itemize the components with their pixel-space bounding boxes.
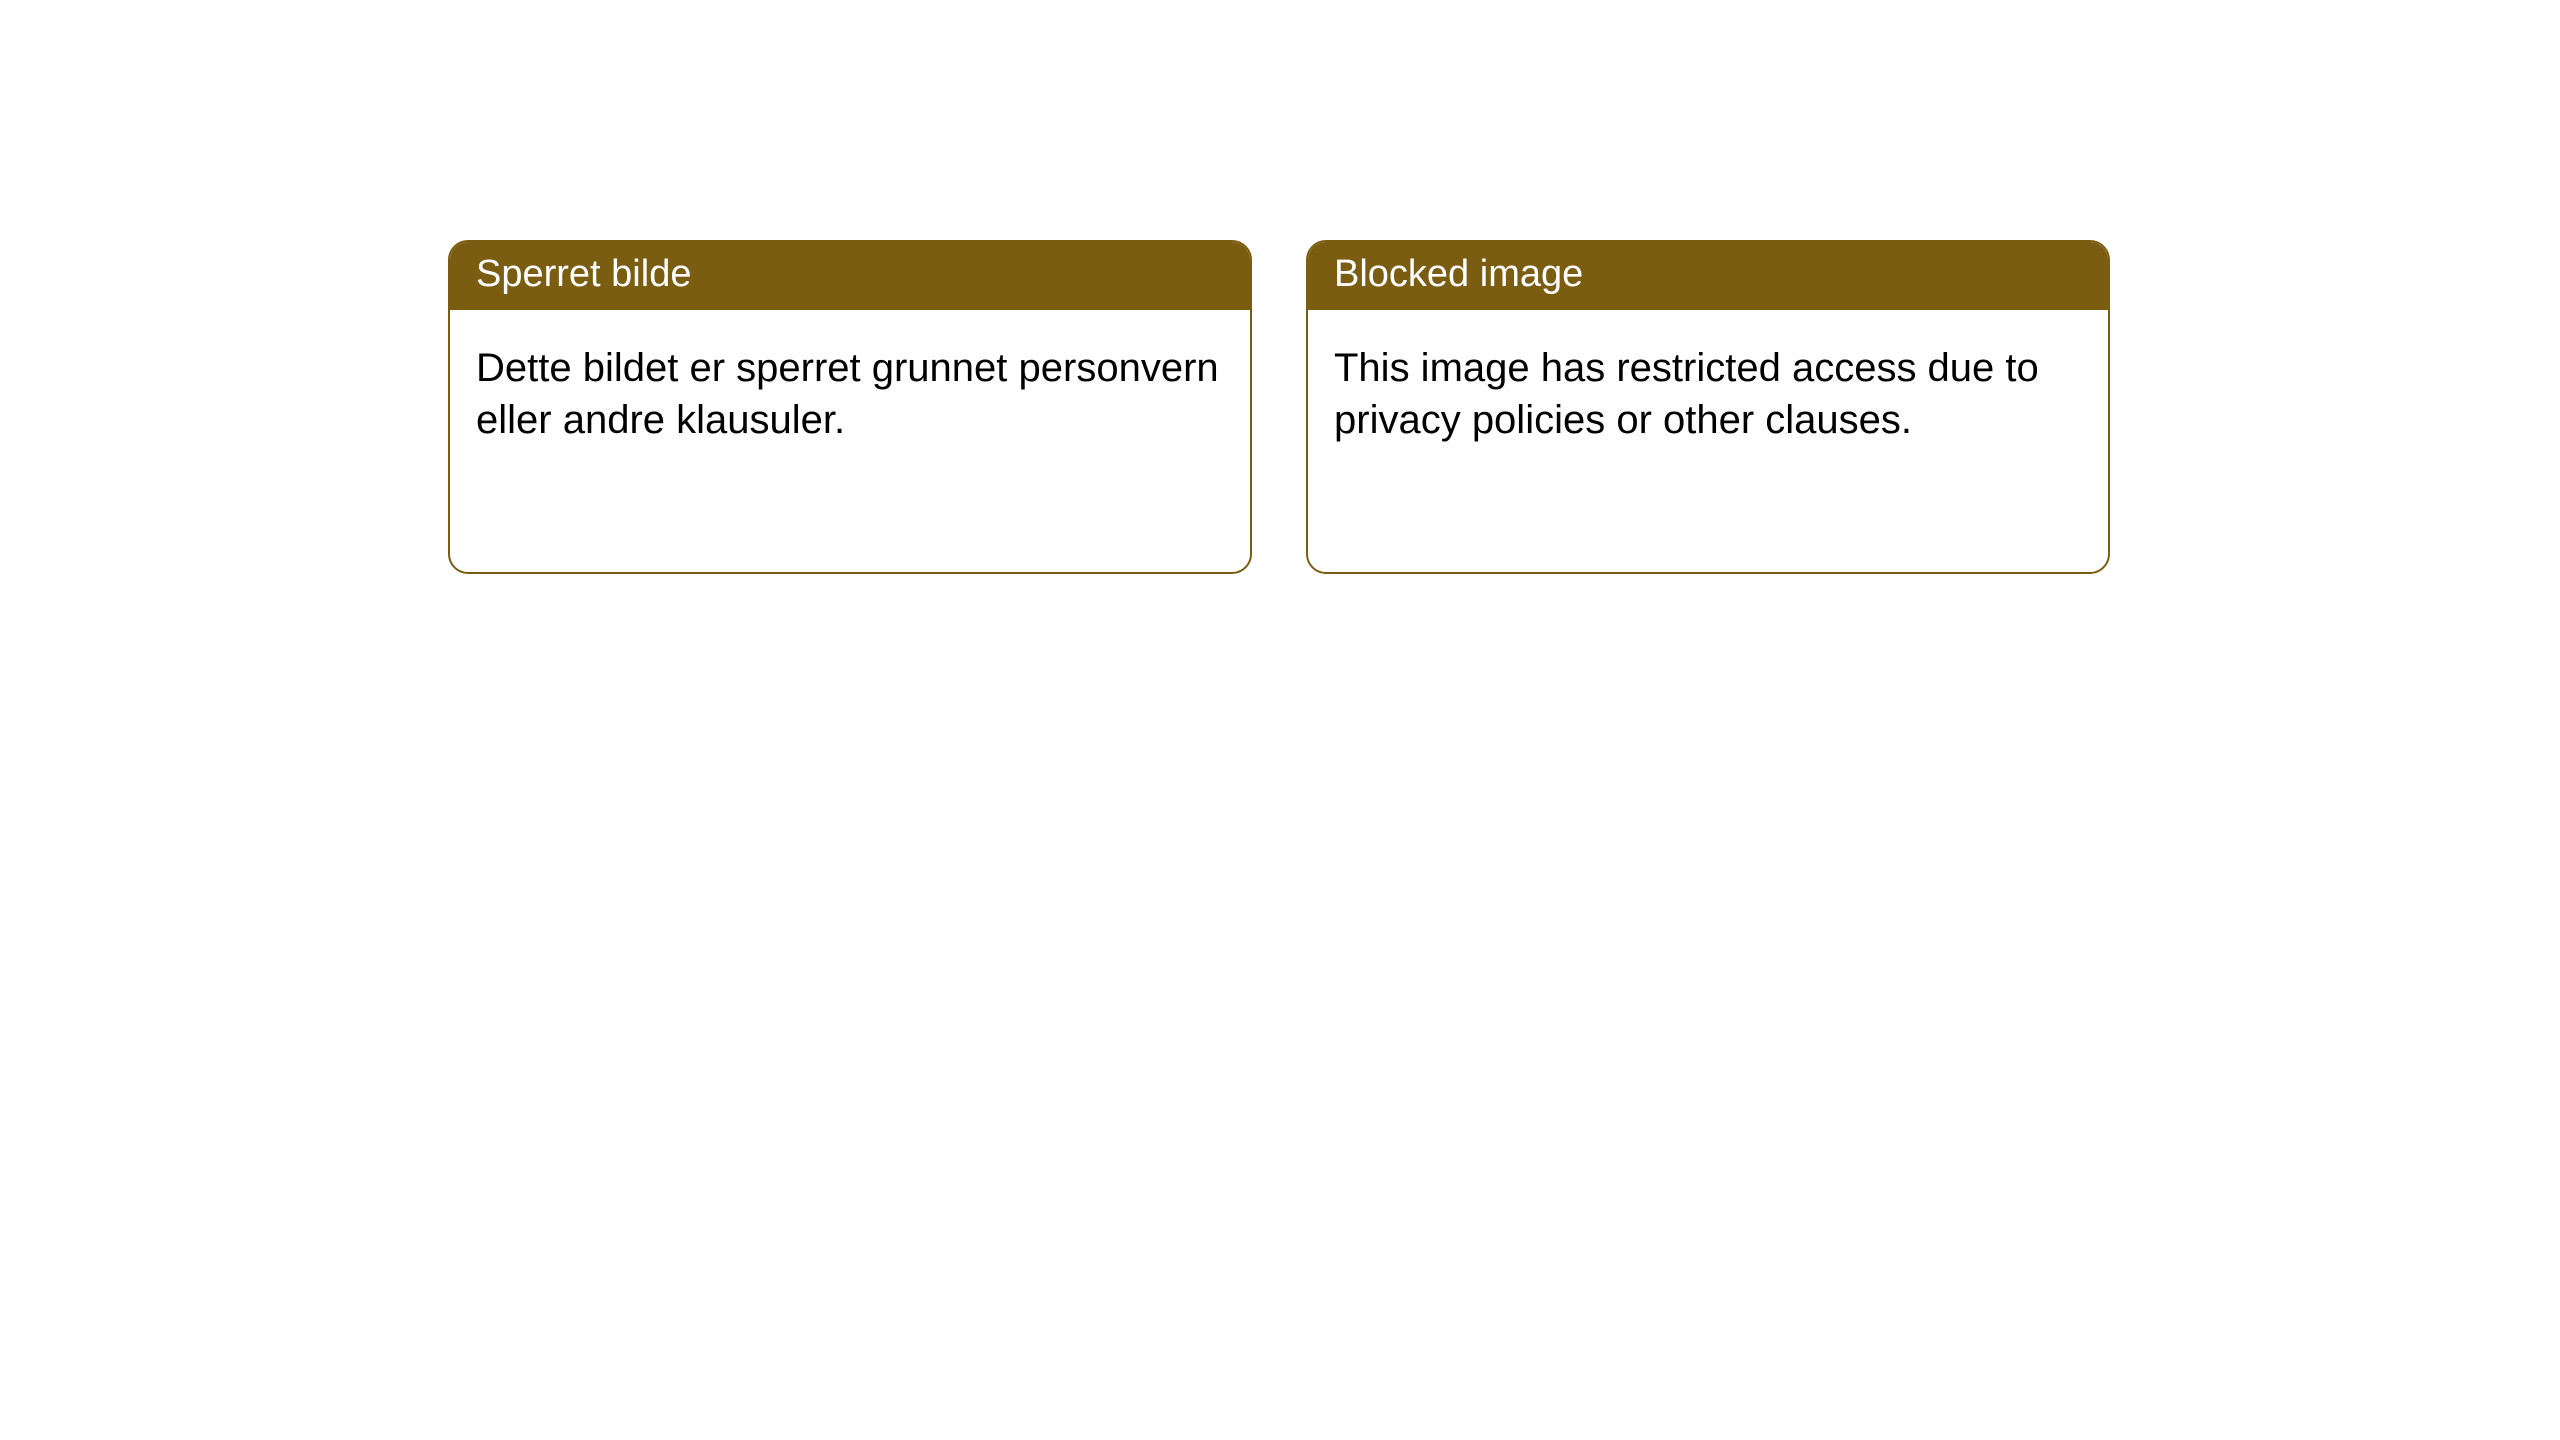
- blocked-image-card-en: Blocked image This image has restricted …: [1306, 240, 2110, 574]
- card-header-no: Sperret bilde: [450, 242, 1250, 310]
- card-body-no: Dette bildet er sperret grunnet personve…: [450, 310, 1250, 478]
- card-text-en: This image has restricted access due to …: [1334, 346, 2039, 442]
- card-text-no: Dette bildet er sperret grunnet personve…: [476, 346, 1219, 442]
- card-container: Sperret bilde Dette bildet er sperret gr…: [0, 0, 2560, 574]
- blocked-image-card-no: Sperret bilde Dette bildet er sperret gr…: [448, 240, 1252, 574]
- card-body-en: This image has restricted access due to …: [1308, 310, 2108, 478]
- card-title-en: Blocked image: [1334, 253, 1583, 295]
- card-title-no: Sperret bilde: [476, 253, 691, 295]
- card-header-en: Blocked image: [1308, 242, 2108, 310]
